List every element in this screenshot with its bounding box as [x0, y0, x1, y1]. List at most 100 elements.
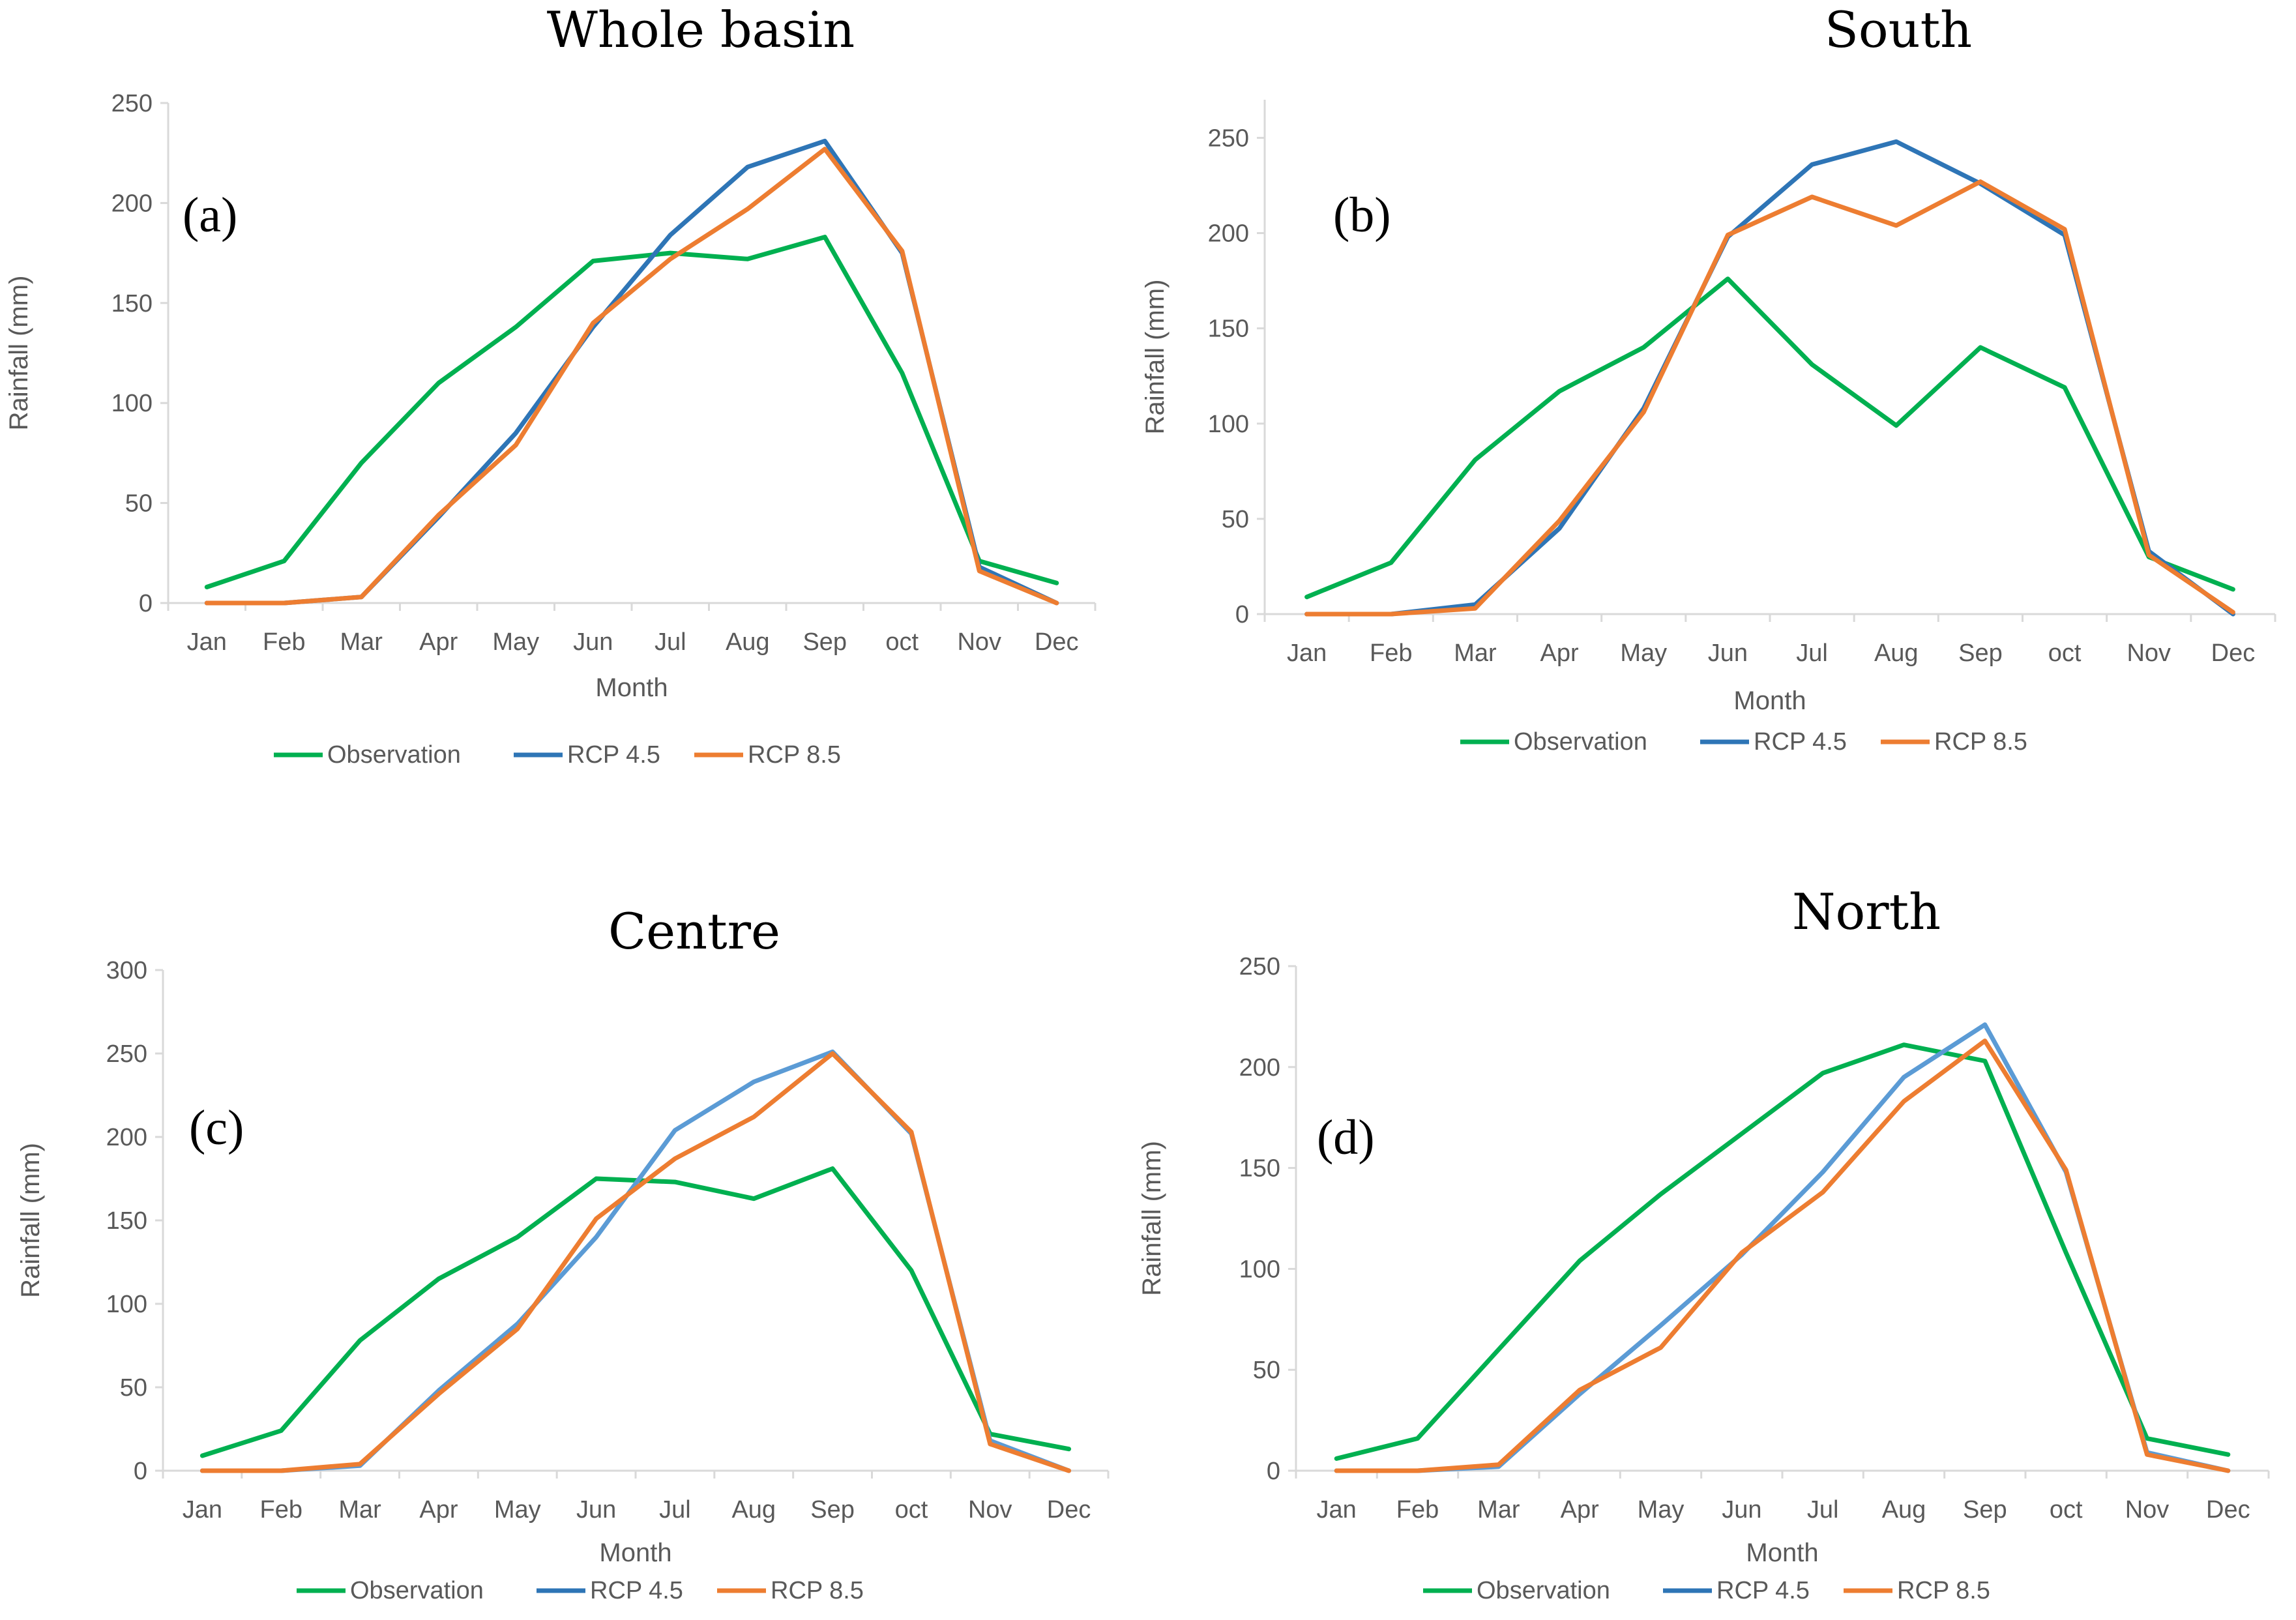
y-axis-title-a: Rainfall (mm)	[5, 276, 33, 431]
series-line-observation-c	[199, 1166, 1072, 1458]
x-tick-label: Jul	[1796, 640, 1828, 667]
y-tick-label: 0	[1267, 1458, 1280, 1485]
y-tick-label: 250	[106, 1040, 147, 1068]
y-tick-label: 0	[134, 1458, 147, 1485]
x-tick-label: Apr	[1561, 1496, 1599, 1524]
legend-label: Observation	[1514, 728, 1647, 756]
y-tick-label: 100	[1208, 411, 1249, 438]
x-tick-label: Nov	[2125, 1496, 2170, 1524]
chart-panel-b: South (b) 0 50 100 150 200 250 Jan Feb Mar Apr May Ju…	[1141, 1, 2276, 756]
x-tick-label: Dec	[2211, 640, 2256, 667]
series-line-rcp-4-5-d	[1334, 1022, 2231, 1473]
y-tick-label: 200	[106, 1124, 147, 1151]
panel-label-a: (a)	[183, 188, 237, 243]
legend-label: Observation	[350, 1577, 484, 1604]
legend-c: Observation RCP 4.5 RCP 8.5	[297, 1577, 864, 1604]
x-tick-label: Apr	[419, 1496, 458, 1524]
y-tick-label: 100	[106, 1291, 147, 1318]
x-tick-label: Feb	[1370, 640, 1412, 667]
x-axis-title-c: Month	[599, 1539, 671, 1567]
y-axis-title-b: Rainfall (mm)	[1141, 280, 1170, 435]
legend-label: RCP 4.5	[567, 741, 660, 769]
panel-title-b: South	[1825, 1, 1972, 59]
x-tick-label: Mar	[1454, 640, 1497, 667]
x-tick-label: Sep	[1963, 1496, 2007, 1524]
legend-label: RCP 8.5	[748, 741, 841, 769]
legend-d: Observation RCP 4.5 RCP 8.5	[1423, 1577, 1990, 1604]
series-line-rcp-8-5-c	[199, 1051, 1072, 1473]
x-tick-label: Jun	[573, 628, 613, 656]
x-tick-label: May	[494, 1496, 541, 1524]
y-tick-label: 0	[1235, 601, 1249, 628]
y-tick-label: 250	[1239, 953, 1280, 980]
x-tick-label: Jun	[1722, 1496, 1761, 1524]
panel-label-b: (b)	[1333, 188, 1391, 243]
x-axis-title-b: Month	[1733, 686, 1806, 715]
y-tick-label: 100	[1239, 1256, 1280, 1283]
x-tick-label: Nov	[2127, 640, 2171, 667]
x-tick-label: Dec	[1047, 1496, 1091, 1524]
x-tick-label: oct	[2050, 1496, 2083, 1524]
x-axis-title-a: Month	[595, 673, 668, 702]
x-tick-label: oct	[2048, 640, 2082, 667]
series-line-observation-b	[1304, 276, 2235, 600]
x-tick-label: Sep	[1958, 640, 2003, 667]
legend-label: RCP 8.5	[1934, 728, 2027, 756]
x-tick-label: Aug	[731, 1496, 776, 1524]
series-line-rcp-8-5-b	[1304, 179, 2235, 617]
series-line-rcp-8-5-a	[204, 147, 1059, 606]
series-line-observation-d	[1334, 1042, 2231, 1461]
legend-label: RCP 4.5	[1754, 728, 1847, 756]
panel-label-c: (c)	[189, 1100, 244, 1155]
y-tick-label: 50	[125, 490, 153, 518]
y-tick-label: 150	[1208, 316, 1249, 343]
series-line-rcp-4-5-b	[1304, 139, 2235, 617]
x-tick-label: May	[1638, 1496, 1685, 1524]
y-tick-label: 150	[1239, 1155, 1280, 1183]
panel-title-d: North	[1792, 883, 1941, 941]
y-tick-label: 100	[111, 390, 153, 417]
y-tick-label: 200	[1208, 220, 1249, 248]
x-tick-label: Feb	[260, 1496, 302, 1524]
x-tick-label: Dec	[1035, 628, 1079, 656]
panel-label-d: (d)	[1317, 1110, 1375, 1165]
legend-label: RCP 4.5	[1716, 1577, 1810, 1604]
x-tick-label: Sep	[810, 1496, 855, 1524]
x-tick-label: Feb	[1396, 1496, 1439, 1524]
x-tick-label: May	[1620, 640, 1667, 667]
y-axis-title-d: Rainfall (mm)	[1138, 1141, 1166, 1296]
x-tick-label: Nov	[957, 628, 1001, 656]
x-tick-label: Jul	[655, 628, 686, 656]
legend-label: RCP 4.5	[590, 1577, 683, 1604]
legend-label: Observation	[1477, 1577, 1610, 1604]
x-tick-label: Jan	[187, 628, 227, 656]
x-tick-label: oct	[885, 628, 919, 656]
x-tick-label: oct	[895, 1496, 928, 1524]
chart-panel-a: Whole basin (a) 0 50 100 150 200 250 Jan Feb Mar Ap…	[5, 1, 1096, 769]
x-tick-label: Feb	[263, 628, 305, 656]
series-line-rcp-8-5-d	[1334, 1038, 2231, 1473]
y-tick-label: 150	[111, 290, 153, 317]
x-tick-label: Apr	[1540, 640, 1579, 667]
y-tick-label: 150	[106, 1207, 147, 1235]
x-tick-label: Jul	[659, 1496, 691, 1524]
x-tick-label: Mar	[340, 628, 383, 656]
x-tick-label: May	[492, 628, 539, 656]
y-tick-label: 200	[111, 190, 153, 217]
x-tick-label: Jun	[576, 1496, 616, 1524]
y-tick-label: 250	[1208, 125, 1249, 152]
legend-label: RCP 8.5	[771, 1577, 864, 1604]
y-tick-label: 0	[139, 590, 153, 617]
x-tick-label: Dec	[2206, 1496, 2250, 1524]
x-tick-label: Mar	[338, 1496, 381, 1524]
y-tick-label: 250	[111, 90, 153, 117]
x-tick-label: Jun	[1708, 640, 1748, 667]
legend-label: RCP 8.5	[1897, 1577, 1990, 1604]
legend-label: Observation	[327, 741, 461, 769]
panel-title-c: Centre	[608, 902, 780, 960]
legend-b: Observation RCP 4.5 RCP 8.5	[1460, 728, 2027, 756]
legend-a: Observation RCP 4.5 RCP 8.5	[274, 741, 841, 769]
x-tick-label: Nov	[968, 1496, 1012, 1524]
series-line-rcp-4-5-c	[199, 1049, 1072, 1473]
